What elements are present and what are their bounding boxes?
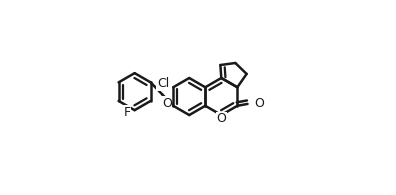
Text: O: O	[162, 97, 172, 110]
Text: O: O	[254, 98, 264, 110]
Text: F: F	[124, 105, 131, 119]
Text: Cl: Cl	[157, 77, 169, 90]
Text: O: O	[216, 113, 226, 125]
